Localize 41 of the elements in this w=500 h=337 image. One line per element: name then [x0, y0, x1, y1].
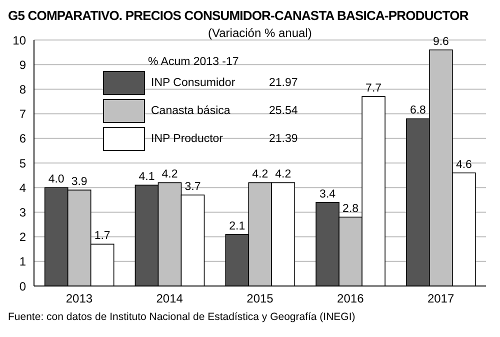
y-tick-label: 5 — [19, 156, 26, 170]
data-label: 2.8 — [342, 203, 359, 216]
data-label: 6.8 — [410, 104, 426, 117]
data-label: 2.1 — [229, 220, 246, 232]
y-tick-label: 3 — [19, 205, 26, 220]
data-label: 4.2 — [275, 168, 292, 181]
y-tick-label: 4 — [19, 180, 26, 195]
annotation: 21.97 — [269, 77, 298, 89]
legend-title: % Acum 2013 -17 — [148, 56, 240, 68]
annotation: 25.54 — [269, 105, 298, 117]
chart-title: G5 COMPARATIVO. PRECIOS CONSUMIDOR-CANASTA BASICA-PRODUCTOR — [8, 8, 470, 23]
x-tick-label: 2015 — [246, 292, 274, 306]
x-tick-label: 2013 — [66, 292, 93, 306]
y-tick-label: 0 — [19, 279, 26, 294]
y-tick-label: 7 — [19, 107, 26, 122]
data-label: 7.7 — [366, 82, 382, 95]
legend-label: INP Productor — [151, 133, 224, 145]
y-tick-label: 9 — [19, 58, 26, 72]
legend-label: INP Consumidor — [151, 77, 236, 89]
x-tick-label: 2016 — [337, 292, 364, 306]
y-tick-label: 1 — [19, 254, 26, 269]
legend-label: Canasta básica — [151, 105, 232, 117]
y-tick-label: 10 — [12, 33, 26, 48]
annotation: 21.39 — [269, 133, 298, 145]
data-label: 3.9 — [71, 176, 88, 188]
data-label: 4.1 — [138, 171, 155, 184]
data-label: 4.6 — [456, 158, 472, 171]
y-tick-label: 8 — [19, 82, 26, 96]
y-tick-label: 6 — [19, 132, 26, 146]
x-tick-label: 2017 — [427, 292, 454, 306]
data-label: 9.6 — [432, 36, 449, 48]
data-label: 3.4 — [320, 188, 336, 200]
data-label: 3.7 — [184, 180, 201, 193]
source-note: Fuente: con datos de Instituto Nacional de Estadística y Geografía (INEGI) — [8, 311, 356, 323]
data-label: 4.0 — [48, 174, 64, 186]
y-tick-label: 2 — [19, 230, 26, 244]
data-label: 4.2 — [252, 168, 268, 181]
x-tick-label: 2014 — [156, 292, 184, 306]
data-label: 4.2 — [162, 168, 178, 181]
chart-subtitle: (Variación % anual) — [208, 26, 312, 40]
data-label: 1.7 — [94, 230, 110, 242]
